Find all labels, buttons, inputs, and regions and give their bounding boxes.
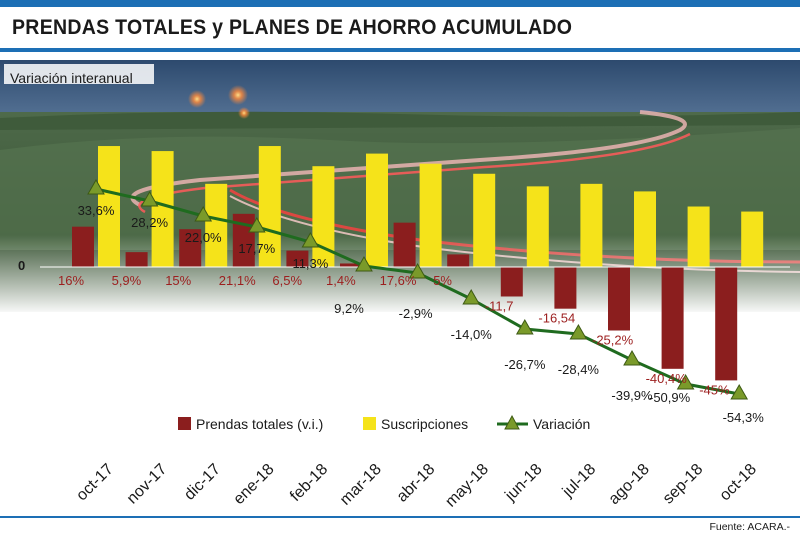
legend-label-suscripciones: Suscripciones bbox=[381, 416, 468, 432]
label-prendas-ene-18: 21,1% bbox=[219, 273, 256, 288]
label-variacion-sep-18: -50,9% bbox=[649, 390, 691, 405]
label-prendas-jul-18: -16,54 bbox=[538, 311, 575, 326]
bars-layer bbox=[72, 146, 764, 381]
chart-subtitle: Variación interanual bbox=[10, 70, 133, 86]
bar-suscripciones-jul-18 bbox=[580, 183, 603, 267]
bar-suscripciones-dic-17 bbox=[205, 183, 228, 267]
label-prendas-dic-17: 15% bbox=[165, 273, 191, 288]
label-variacion-jul-18: -28,4% bbox=[558, 362, 600, 377]
variation-marker-jul-18 bbox=[569, 323, 588, 340]
bar-suscripciones-feb-18 bbox=[312, 166, 335, 267]
label-variacion-ene-18: 17,7% bbox=[238, 241, 275, 256]
source-note: Fuente: ACARA.- bbox=[709, 521, 790, 533]
tick-label-ago-18: ago-18 bbox=[606, 461, 653, 508]
variation-line-layer bbox=[87, 178, 749, 400]
bar-prendas-oct-18 bbox=[715, 267, 738, 381]
bar-prendas-sep-18 bbox=[661, 267, 684, 369]
label-variacion-oct-17: 33,6% bbox=[78, 203, 115, 218]
tick-label-dic-17: dic-17 bbox=[181, 461, 224, 504]
legend-swatch-suscripciones bbox=[363, 417, 376, 430]
variation-marker-oct-18 bbox=[730, 383, 749, 400]
label-variacion-oct-18: -54,3% bbox=[723, 410, 765, 425]
bar-prendas-nov-17 bbox=[125, 252, 148, 267]
legend-label-variacion: Variación bbox=[533, 416, 590, 432]
variation-marker-abr-18 bbox=[408, 262, 427, 279]
label-prendas-oct-17: 16% bbox=[58, 273, 84, 288]
label-variacion-jun-18: -26,7% bbox=[504, 357, 546, 372]
label-prendas-jun-18: -11,7 bbox=[485, 298, 514, 313]
label-prendas-may-18: 5% bbox=[433, 273, 452, 288]
label-prendas-feb-18: 6,5% bbox=[272, 273, 302, 288]
label-prendas-ago-18: -25,2% bbox=[592, 333, 634, 348]
tick-label-nov-17: nov-17 bbox=[124, 461, 171, 508]
variation-marker-ene-18 bbox=[247, 216, 266, 233]
bar-suscripciones-sep-18 bbox=[687, 206, 710, 267]
title-rule bbox=[0, 48, 800, 52]
bar-prendas-ene-18 bbox=[232, 213, 255, 267]
chart-title: PRENDAS TOTALES y PLANES DE AHORRO ACUMU… bbox=[12, 16, 573, 39]
label-variacion-may-18: -14,0% bbox=[451, 327, 493, 342]
variation-marker-ago-18 bbox=[623, 349, 641, 366]
tick-label-jul-18: jul-18 bbox=[559, 461, 599, 501]
bar-prendas-may-18 bbox=[447, 254, 470, 267]
bar-prendas-dic-17 bbox=[179, 229, 202, 267]
bar-suscripciones-ene-18 bbox=[258, 146, 281, 267]
tick-label-feb-18: feb-18 bbox=[287, 461, 331, 505]
bar-prendas-feb-18 bbox=[286, 250, 309, 267]
bar-prendas-oct-17 bbox=[72, 226, 94, 267]
legend-label-prendas: Prendas totales (v.i.) bbox=[196, 416, 323, 432]
x-tick-labels: oct-17 nov-17 dic-17 ene-18 feb-18 mar-18 abr-… bbox=[73, 461, 760, 511]
bar-prendas-ago-18 bbox=[608, 267, 630, 331]
variation-marker-may-18 bbox=[462, 288, 481, 305]
legend: Prendas totales (v.i.) Suscripciones Var… bbox=[178, 414, 590, 432]
label-prendas-nov-17: 5,9% bbox=[112, 273, 142, 288]
label-prendas-oct-18: -45% bbox=[699, 382, 730, 397]
tick-label-jun-18: jun-18 bbox=[501, 461, 545, 505]
bar-prendas-jun-18 bbox=[500, 267, 523, 297]
variation-marker-jun-18 bbox=[515, 318, 534, 335]
label-variacion-mar-18: 9,2% bbox=[334, 301, 364, 316]
subtitle-backdrop bbox=[4, 64, 154, 84]
label-variacion-dic-17: 22,0% bbox=[185, 230, 222, 245]
label-variacion-abr-18: -2,9% bbox=[399, 306, 433, 321]
bottom-rule bbox=[0, 516, 800, 518]
top-accent-rule bbox=[0, 0, 800, 7]
bar-suscripciones-may-18 bbox=[473, 173, 496, 267]
bar-prendas-abr-18 bbox=[393, 222, 416, 267]
bar-suscripciones-mar-18 bbox=[366, 153, 388, 267]
variation-marker-dic-17 bbox=[194, 205, 213, 222]
variation-marker-sep-18 bbox=[676, 373, 695, 390]
label-variacion-nov-17: 28,2% bbox=[131, 215, 168, 230]
label-prendas-sep-18: -40,4% bbox=[646, 371, 688, 386]
variation-marker-oct-17 bbox=[87, 178, 105, 195]
label-prendas-abr-18: 17,6% bbox=[380, 273, 417, 288]
label-variacion-feb-18: 11,3% bbox=[292, 256, 328, 271]
legend-swatch-prendas bbox=[178, 417, 191, 430]
labels-layer: 16% 5,9% 15% 21,1% 6,5% 1,4% 17,6% 5% -11,7 -16,5… bbox=[58, 203, 764, 425]
variation-marker-nov-17 bbox=[140, 190, 159, 207]
bar-suscripciones-jun-18 bbox=[526, 186, 549, 267]
bar-suscripciones-oct-17 bbox=[98, 146, 120, 267]
tick-label-ene-18: ene-18 bbox=[230, 461, 277, 508]
legend-marker-variacion bbox=[504, 414, 520, 430]
tick-label-abr-18: abr-18 bbox=[394, 461, 439, 506]
tick-label-oct-17: oct-17 bbox=[73, 461, 117, 505]
label-variacion-ago-18: -39,9% bbox=[611, 388, 653, 403]
variation-marker-feb-18 bbox=[301, 231, 320, 248]
bar-suscripciones-ago-18 bbox=[634, 191, 656, 267]
bar-suscripciones-nov-17 bbox=[151, 151, 174, 267]
bar-prendas-mar-18 bbox=[340, 263, 362, 267]
label-prendas-mar-18: 1,4% bbox=[326, 273, 356, 288]
variation-marker-mar-18 bbox=[355, 255, 373, 272]
zero-axis-label: 0 bbox=[18, 258, 25, 273]
bar-suscripciones-oct-18 bbox=[741, 211, 764, 267]
bar-suscripciones-abr-18 bbox=[419, 163, 442, 267]
bar-prendas-jul-18 bbox=[554, 267, 577, 309]
tick-label-sep-18: sep-18 bbox=[660, 461, 707, 508]
tick-label-mar-18: mar-18 bbox=[337, 461, 385, 509]
tick-label-oct-18: oct-18 bbox=[717, 461, 761, 505]
tick-label-may-18: may-18 bbox=[442, 461, 492, 511]
